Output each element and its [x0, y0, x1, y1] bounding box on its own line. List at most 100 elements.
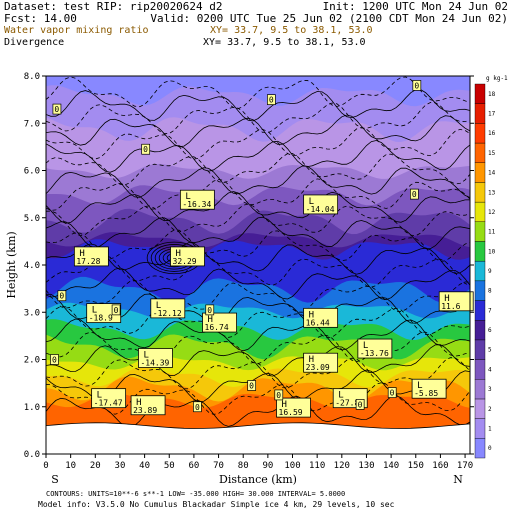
x-axis: 0 10 20 30 40 50 60 70 80 90 100 110 120 130 140 150 160…	[43, 454, 473, 471]
extremum-type: H	[282, 400, 287, 410]
svg-text:0: 0	[143, 145, 148, 154]
zero-contour-label: 0	[193, 401, 202, 413]
svg-text:0: 0	[207, 306, 212, 315]
zero-contour-label: 0	[412, 80, 422, 91]
init-label: Init: 1200 UTC Mon 24 Jun 02	[322, 0, 508, 13]
divergence-contour-line	[46, 369, 470, 403]
divergence-contour-line	[46, 153, 470, 186]
colorbar-label: 2	[488, 406, 492, 413]
x-tick-label: 120	[334, 461, 350, 471]
divergence-contour-line	[46, 318, 470, 352]
svg-text:0: 0	[195, 403, 200, 412]
x-axis-end-label-north: N	[453, 473, 463, 486]
extremum-type: L	[417, 381, 422, 391]
colorbar-unit: g kg-1	[486, 75, 508, 82]
colorbar-label: 5	[488, 347, 492, 354]
extremum-label-low: L-16.34	[179, 189, 215, 210]
colorbar-swatch	[474, 142, 486, 163]
extremum-label-high: H11.6	[438, 291, 474, 312]
extremum-value: -16.34	[182, 200, 211, 209]
extremum-value: -14.39	[140, 359, 169, 368]
x-tick-label: 30	[115, 461, 126, 471]
extremum-type: L	[143, 351, 148, 361]
extremum-label-high: H23.89	[130, 395, 166, 416]
extremum-type: L	[363, 341, 368, 351]
colorbar-swatch	[474, 123, 486, 144]
y-axis-label: Height (km)	[5, 231, 18, 298]
colorbar-swatch	[474, 162, 486, 183]
colorbar-swatch	[474, 398, 486, 419]
extremum-value: -13.76	[360, 349, 389, 358]
x-tick-label: 60	[188, 461, 199, 471]
extremum-value: 23.89	[133, 406, 157, 415]
x-tick-label: 160	[432, 461, 448, 471]
extremum-type: H	[309, 355, 314, 365]
extrema-labels: L-16.34 L-14.04H17.28H32.29L-18.9L-12.12H…	[50, 80, 474, 418]
extremum-value: 11.6	[441, 302, 460, 311]
x-tick-label: 150	[408, 461, 424, 471]
colorbar-label: 1	[488, 425, 492, 432]
field-name-divergence: Divergence	[4, 37, 65, 48]
extremum-value: 16.44	[306, 318, 330, 327]
x-tick-label: 10	[65, 461, 76, 471]
x-tick-label: 70	[213, 461, 224, 471]
extremum-value: -18.9	[89, 314, 113, 323]
extremum-value: -17.47	[94, 399, 123, 408]
extremum-type: H	[444, 294, 449, 304]
y-tick-label: 3.0	[24, 308, 40, 318]
colorbar-label: 10	[488, 248, 496, 255]
divergence-contour-line	[46, 242, 470, 275]
svg-text:0: 0	[54, 105, 59, 114]
colorbar-swatch	[474, 320, 486, 341]
colorbar-swatch	[474, 418, 486, 439]
extremum-label-low: L-14.04	[303, 194, 339, 215]
y-axis: 0.0 1.0 2.0 3.0 4.0 5.0 6.0 7.0 8.0	[24, 72, 474, 460]
divergence-contour-line	[46, 114, 470, 148]
y-tick-label: 5.0	[24, 214, 40, 224]
colorbar-label: 6	[488, 327, 492, 334]
cross-section-coords-2: XY= 33.7, 9.5 to 38.1, 53.0	[203, 37, 366, 48]
extremum-type: H	[79, 249, 84, 259]
zero-contour-label: 0	[410, 188, 419, 200]
extremum-type: H	[309, 310, 314, 320]
x-tick-label: 100	[284, 461, 300, 471]
divergence-contour-line	[46, 344, 470, 377]
x-axis-end-label-south: S	[51, 473, 59, 486]
extremum-label-high: H16.74	[202, 312, 237, 333]
colorbar-label: 14	[488, 170, 496, 177]
x-tick-label: 20	[90, 461, 101, 471]
colorbar-swatch	[474, 221, 486, 242]
divergence-contour-line	[46, 191, 470, 224]
colorbar-label: 0	[488, 445, 492, 452]
colorbar-label: 13	[488, 189, 496, 196]
colorbar-label: 8	[488, 288, 492, 295]
svg-text:0: 0	[52, 356, 57, 365]
divergence-contour-line	[46, 165, 470, 198]
colorbar-swatch	[474, 83, 486, 104]
colorbar-label: 4	[488, 366, 492, 373]
divergence-contour-line	[46, 229, 470, 262]
y-tick-label: 7.0	[24, 119, 40, 129]
x-tick-label: 110	[309, 461, 325, 471]
extremum-value: 16.59	[279, 408, 303, 417]
colorbar-label: 16	[488, 130, 496, 137]
extremum-label-low: L-12.12	[150, 298, 186, 319]
valid-time-label: Valid: 0200 UTC Tue 25 Jun 02 (2100 CDT …	[150, 12, 508, 25]
x-tick-label: 50	[164, 461, 175, 471]
divergence-contour-line	[46, 101, 470, 135]
zero-contour-label: 0	[205, 304, 215, 316]
colorbar-swatch	[474, 379, 486, 400]
extremum-value: 17.28	[76, 257, 100, 266]
extremum-type: L	[338, 391, 343, 401]
svg-text:0: 0	[412, 190, 417, 199]
svg-text:0: 0	[59, 292, 64, 301]
extremum-label-low: L-17.47	[91, 388, 127, 409]
divergence-contour-line	[46, 203, 470, 237]
colorbar-swatch	[474, 103, 486, 124]
extremum-type: L	[92, 306, 97, 316]
divergence-contour-line	[46, 305, 470, 339]
x-tick-label: 80	[238, 461, 249, 471]
zero-contour-label: 0	[141, 143, 151, 155]
colorbar-label: 9	[488, 268, 492, 275]
